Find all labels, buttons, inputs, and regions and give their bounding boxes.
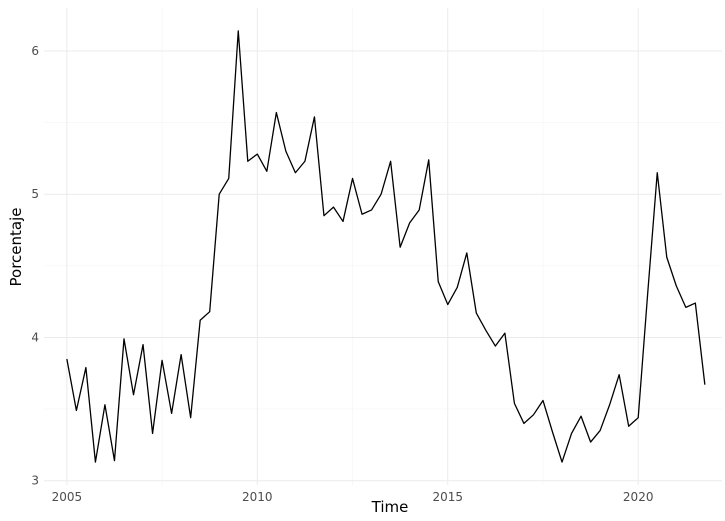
x-tick-label: 2005	[52, 490, 83, 504]
series-line	[66, 30, 706, 463]
y-tick-label: 5	[31, 187, 39, 201]
minor-gridlines	[44, 8, 722, 485]
y-tick-label: 3	[31, 474, 39, 488]
y-tick-label: 6	[31, 44, 39, 58]
x-axis-title: Time	[371, 498, 409, 516]
x-tick-label: 2015	[432, 490, 463, 504]
y-axis-tick-labels: 3 4 5 6	[31, 44, 39, 488]
major-gridlines	[44, 8, 722, 485]
x-tick-label: 2020	[623, 490, 654, 504]
y-tick-label: 4	[31, 330, 39, 344]
x-tick-label: 2010	[242, 490, 273, 504]
y-axis-title: Porcentaje	[7, 208, 25, 287]
x-axis-tick-labels: 2005 2010 2015 2020	[52, 490, 654, 504]
